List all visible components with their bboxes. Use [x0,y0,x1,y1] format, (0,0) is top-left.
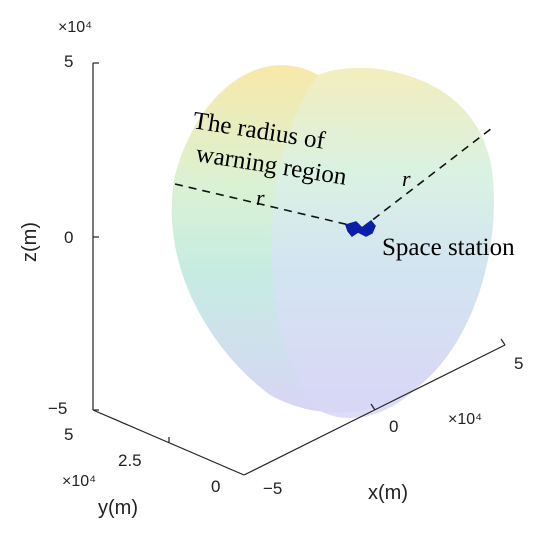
z-tick-label-5: 5 [64,52,73,71]
radius-line-left [174,183,363,229]
y-exponent: ×10⁴ [62,473,96,490]
z-axis-label: z(m) [19,222,41,262]
hemisphere [171,65,494,418]
y-tick-label-5: 5 [64,425,73,444]
x-tick-label-5: 5 [514,354,523,373]
x-tick-5 [500,338,506,346]
axes [92,62,506,476]
radius-lines [174,127,493,229]
y-tick-label-2-5: 2.5 [118,451,142,470]
y-tick-label-0: 0 [211,477,220,496]
r-symbol-right: r [402,166,411,191]
z-tick-label-neg5: −5 [48,399,67,418]
y-axis-label: y(m) [98,497,138,519]
space-station-label: Space station [382,234,515,261]
space-station-marker [345,219,376,238]
x-tick-label-0: 0 [389,417,398,436]
x-tick-label-neg5: −5 [263,479,282,498]
hemisphere-flat-face [271,67,494,418]
x-tick-0 [370,403,376,411]
r-symbol-left: r [256,185,265,210]
x-exponent: ×10⁴ [448,411,482,428]
z-tick-label-0: 0 [64,228,73,247]
z-exponent: ×10⁴ [58,19,92,36]
x-axis-label: x(m) [368,482,408,504]
